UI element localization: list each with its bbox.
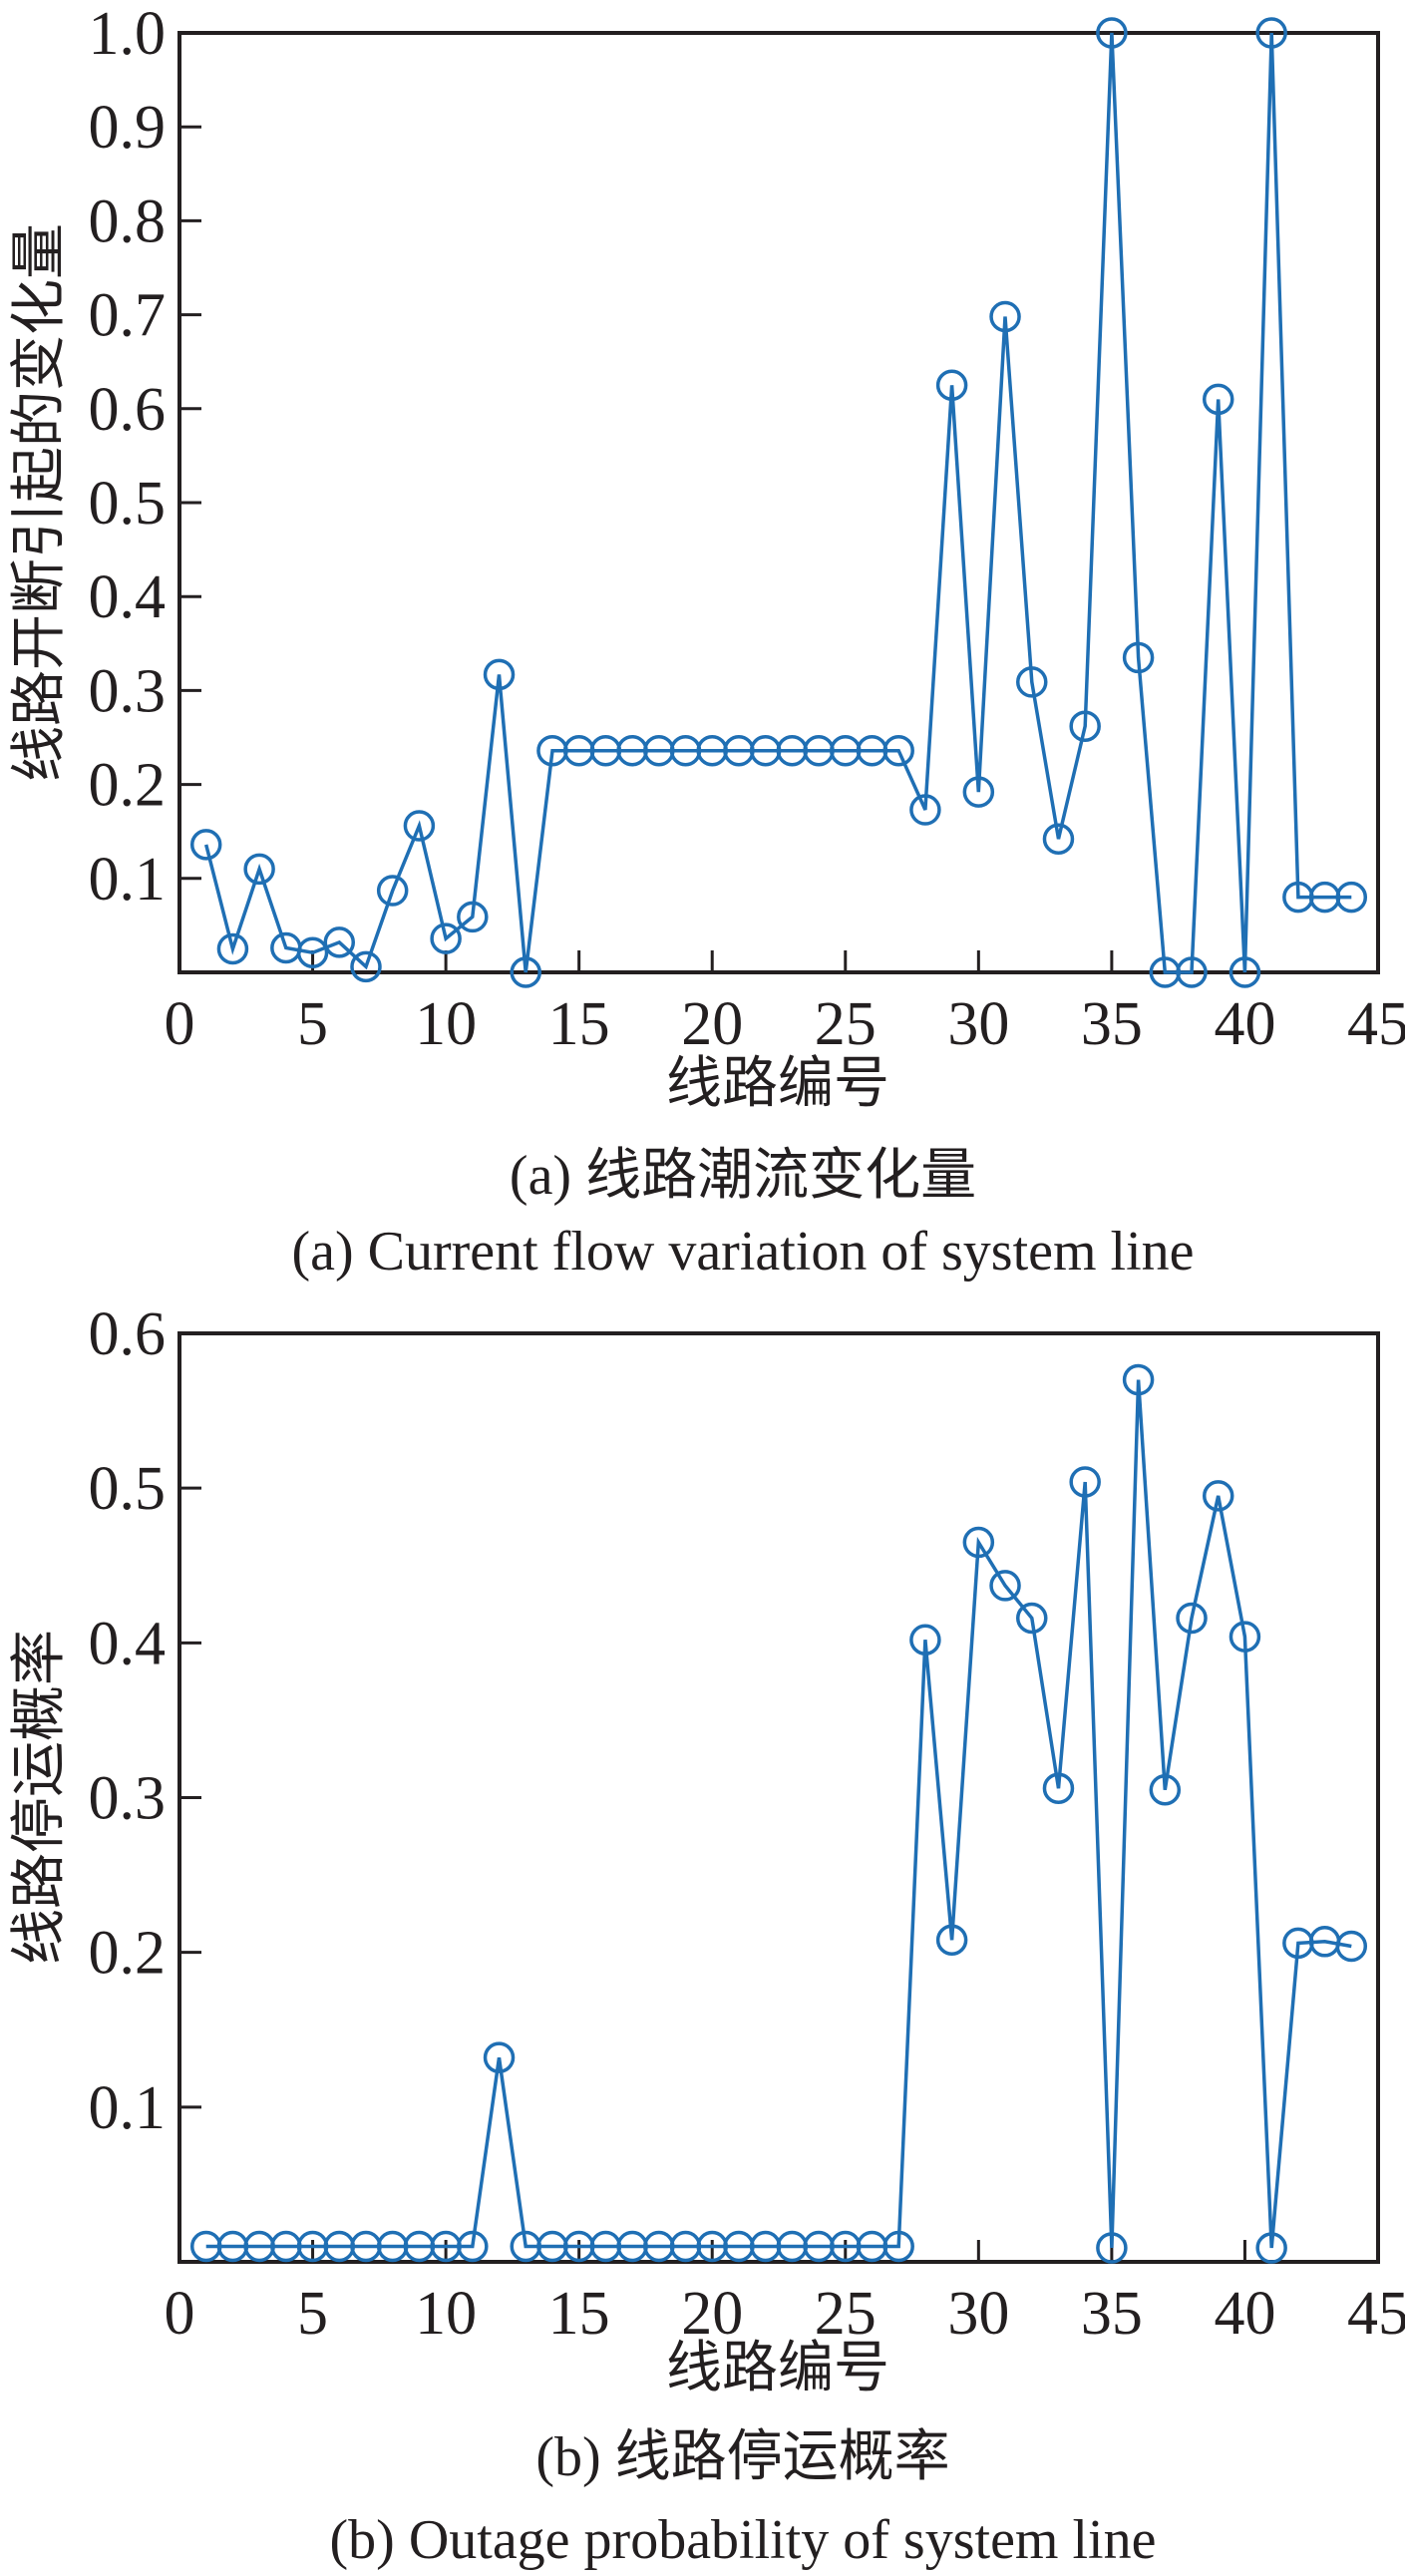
data-point-35 [1096,17,1128,49]
data-point-8 [376,875,409,907]
data-point-11 [457,901,489,933]
y-tick-label: 1.0 [89,0,167,68]
x-axis-label: 线路编号 [666,2338,889,2399]
x-tick-label: 30 [947,2280,1009,2348]
data-point-5 [296,936,329,968]
data-point-36 [1122,1363,1155,1396]
x-tick-label: 25 [815,990,877,1058]
y-tick-label: 0.6 [89,376,167,444]
data-point-41 [1255,2232,1287,2264]
x-tick-label: 40 [1214,990,1275,1058]
data-point-12 [483,658,516,691]
caption-cn: (a) 线路潮流变化量 [510,1145,976,1207]
series-line [204,32,1352,974]
data-point-32 [1016,666,1048,698]
data-point-30 [962,1526,995,1559]
data-point-44 [1335,881,1368,914]
y-tick-label: 0.2 [89,1920,167,1988]
y-tick-label: 0.1 [89,2074,167,2142]
data-point-27 [882,734,914,767]
y-tick-label: 0.8 [89,187,167,255]
x-tick-label: 20 [681,990,743,1058]
data-point-12 [483,2041,516,2073]
data-point-27 [882,2230,914,2263]
data-point-28 [909,794,941,826]
y-tick-label: 0.1 [89,846,167,914]
x-tick-label: 5 [297,2280,328,2348]
y-tick-label: 0.4 [89,1610,167,1677]
data-point-7 [350,950,382,983]
x-tick-label: 40 [1214,2280,1275,2348]
y-tick-label: 0.5 [89,1455,167,1523]
y-axis-label: 线路开断引起的变化量 [9,223,71,782]
plot-frame [177,1331,1380,2264]
data-point-38 [1176,1602,1208,1635]
caption-en: (a) Current flow variation of system lin… [291,1221,1194,1283]
x-tick-label: 10 [415,2280,477,2348]
data-point-11 [457,2230,489,2263]
data-point-32 [1016,1602,1048,1635]
data-point-39 [1202,1480,1234,1512]
y-tick-label: 0.3 [89,657,167,725]
x-tick-label: 30 [947,990,1009,1058]
data-point-29 [935,1924,968,1957]
y-axis-label: 线路停运概率 [9,1630,71,1965]
y-tick-label: 0.6 [89,1300,167,1368]
data-point-1 [189,829,222,861]
x-tick-label: 5 [297,990,328,1058]
x-tick-label: 15 [548,990,610,1058]
data-point-6 [323,926,356,958]
data-point-13 [510,956,541,988]
data-point-30 [962,776,995,808]
data-point-40 [1229,1621,1261,1653]
data-point-34 [1069,710,1101,742]
y-tick-label: 0.3 [89,1765,167,1833]
data-point-33 [1042,1772,1075,1804]
x-axis-label: 线路编号 [666,1053,889,1115]
data-point-34 [1069,1466,1101,1498]
chart-a-current-flow-variation: 线路开断引起的变化量 线路编号 (a) 线路潮流变化量 (a) Current … [9,0,1405,1283]
data-point-31 [989,1570,1021,1602]
x-tick-label: 45 [1347,990,1405,1058]
data-point-44 [1335,1930,1368,1963]
data-point-39 [1202,383,1234,416]
data-point-35 [1096,2232,1128,2264]
x-tick-label: 35 [1081,2280,1143,2348]
data-point-41 [1255,17,1287,49]
y-tick-label: 0.4 [89,563,167,631]
y-tick-label: 0.7 [89,282,167,350]
data-point-28 [909,1624,941,1656]
data-point-2 [216,932,249,965]
x-tick-label: 25 [815,2280,877,2348]
y-tick-label: 0.5 [89,470,167,538]
series-line [205,1379,1352,2249]
data-point-29 [935,369,968,401]
x-tick-label: 0 [165,2280,195,2348]
x-tick-label: 0 [165,990,195,1058]
data-point-33 [1042,823,1075,855]
chart-b-outage-probability: 线路停运概率 线路编号 (b) 线路停运概率 (b) Outage probab… [9,1300,1405,2571]
data-point-40 [1229,956,1261,988]
x-tick-label: 35 [1081,990,1143,1058]
data-point-38 [1176,956,1208,988]
data-point-37 [1149,1773,1182,1806]
x-tick-label: 10 [415,990,477,1058]
y-tick-label: 0.9 [89,94,167,162]
data-point-31 [989,300,1021,333]
data-point-3 [243,853,275,886]
y-tick-label: 0.2 [89,752,167,820]
data-point-9 [403,810,436,842]
x-tick-label: 15 [548,2280,610,2348]
caption-en: (b) Outage probability of system line [330,2509,1157,2571]
caption-cn: (b) 线路停运概率 [535,2426,949,2488]
data-point-36 [1122,641,1155,674]
x-tick-label: 45 [1347,2280,1405,2348]
x-tick-label: 20 [681,2280,743,2348]
data-point-10 [430,922,462,954]
